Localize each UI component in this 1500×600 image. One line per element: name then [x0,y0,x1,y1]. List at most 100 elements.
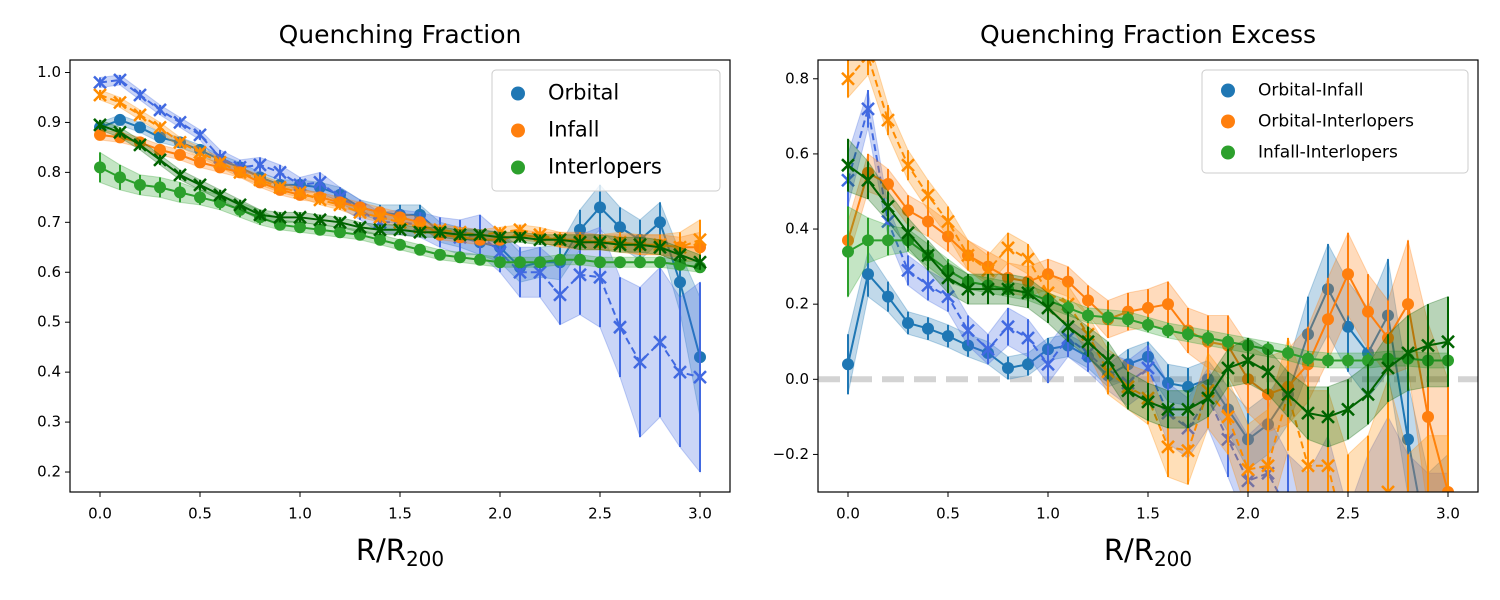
marker [1141,394,1155,409]
marker [533,232,547,247]
marker [1001,240,1015,255]
marker [253,157,267,172]
marker [922,322,934,335]
x-tick-label: 0.0 [836,505,860,523]
marker [942,330,954,343]
legend-label: Infall-Interlopers [1258,143,1398,163]
marker [1322,313,1334,326]
x-tick-label: 2.5 [1336,505,1360,523]
marker [593,235,607,250]
legend-label: Interlopers [548,155,662,179]
chart-title: Quenching Fraction Excess [980,20,1316,49]
marker [693,255,707,270]
marker [173,135,187,150]
marker [554,253,566,266]
marker [193,128,207,142]
marker [453,227,467,242]
marker [1362,354,1374,367]
legend-label: Orbital-Infall [1258,81,1363,101]
marker [273,180,287,195]
marker [1301,406,1315,420]
marker [1182,328,1194,341]
marker [634,256,646,269]
marker [981,342,995,357]
x-tick-label: 0.5 [188,505,212,523]
marker [841,71,855,86]
marker [901,158,915,173]
marker [881,113,895,127]
y-tick-label: 0.3 [37,413,61,431]
y-tick-label: 1.0 [37,63,61,81]
plot-area [93,73,707,474]
marker [413,225,427,240]
marker [133,138,147,152]
marker [493,230,507,245]
marker [1261,458,1275,473]
marker [534,256,546,269]
marker [1322,354,1334,367]
marker [902,204,914,217]
marker [594,201,606,214]
marker [1142,301,1154,314]
marker [154,143,166,156]
marker [114,113,126,126]
marker [394,238,406,251]
marker [93,75,107,90]
legend-label: Infall [548,118,599,142]
y-tick-label: 0.6 [785,144,809,162]
marker [574,223,586,236]
marker [1022,358,1034,371]
marker [93,118,107,132]
legend-marker [511,123,525,138]
marker [273,165,287,180]
x-tick-label: 1.5 [1136,505,1160,523]
marker [654,256,666,269]
marker [594,256,606,269]
y-tick-label: −0.2 [773,445,809,463]
marker [513,265,527,280]
marker [1221,361,1235,375]
marker [1021,286,1035,300]
marker [374,233,386,246]
marker [693,232,707,247]
marker [901,225,915,240]
marker [473,227,487,242]
marker [961,282,975,297]
legend: Orbital Infall Interlopers [491,69,721,192]
marker [1241,462,1255,477]
marker [1181,402,1195,417]
legend-label: Orbital-Interlopers [1258,112,1414,132]
x-tick-label: 2.0 [1236,505,1260,523]
marker [1402,298,1414,311]
y-tick-label: 0.7 [37,213,61,231]
marker [961,323,975,338]
legend-label: Orbital [548,81,619,105]
plot-area [818,60,1478,573]
marker [154,131,166,144]
marker [213,187,227,202]
marker [454,251,466,264]
marker [173,167,187,182]
marker [134,121,146,134]
marker [153,120,167,135]
marker [213,155,227,170]
y-tick-label: 0.4 [37,363,61,381]
marker [862,268,874,281]
marker [842,245,854,258]
marker [941,270,955,285]
x-axis-label-subscript: 200 [406,547,444,571]
marker [513,230,527,245]
marker [1282,505,1294,517]
marker [1241,353,1255,368]
marker [194,191,206,204]
marker [1001,282,1015,297]
marker [1181,443,1195,458]
marker [861,101,875,116]
marker [1362,561,1374,573]
legend-marker [511,86,525,101]
marker [1422,542,1434,554]
marker [1201,391,1215,405]
marker [133,88,147,102]
x-axis-label-main: R/R [356,533,406,567]
